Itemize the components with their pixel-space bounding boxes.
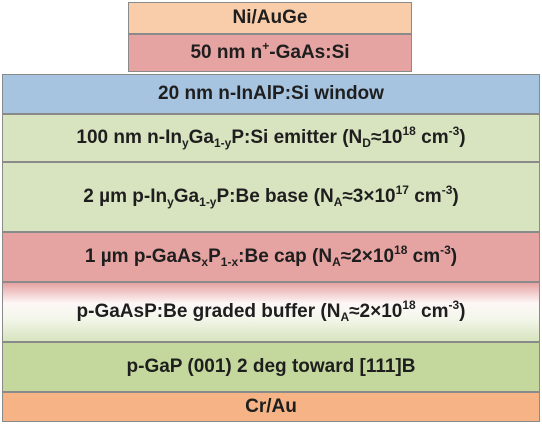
label: Cr/Au [245, 396, 297, 417]
layer: 2 µm p-In y Ga 1-y P:Be base (N A ≈3×10 17 cm -3… [2, 162, 540, 232]
label: 17 [395, 183, 409, 197]
label: cm [407, 246, 441, 267]
label: -3 [440, 243, 451, 257]
label: ) [459, 301, 466, 322]
label: -3 [441, 183, 453, 197]
label: -3 [448, 124, 460, 138]
layer: 20 nm n-InAlP:Si window [2, 74, 540, 114]
label: 1 µm p-GaAs [84, 246, 202, 267]
label: P:Si emitter (N [231, 127, 363, 148]
label: cm [408, 186, 442, 207]
label: A [333, 195, 343, 209]
label: 20 nm n-InAlP:Si window [158, 83, 384, 104]
label: 1-x [220, 255, 239, 269]
label: 50 nm n [190, 42, 263, 63]
label: cm [415, 301, 449, 322]
label: cm [415, 127, 449, 148]
label: 18 [402, 124, 416, 138]
label: 1-y [199, 195, 217, 209]
label: ≈10 [370, 127, 403, 148]
label: P [208, 246, 221, 267]
label: ) [450, 246, 458, 267]
layer: p-GaP (001) 2 deg toward [111]B [2, 342, 540, 392]
label: ≈2×10 [349, 301, 403, 322]
label: Ga [173, 186, 200, 207]
label: A [340, 310, 350, 324]
label: -GaAs:Si [269, 42, 350, 63]
layer: 1 µm p-GaAs x P 1-x:Be cap (N A ≈2×10 18 cm -3) [2, 232, 540, 282]
label: :Be cap (N [238, 246, 333, 267]
label: 100 nm n-In [76, 127, 182, 148]
label: -3 [448, 298, 460, 312]
label: ≈3×10 [342, 186, 396, 207]
layer: p-GaAsP:Be graded buffer (N A ≈2×10 18 cm -3… [2, 282, 540, 342]
label: ≈2×10 [340, 246, 395, 267]
layer: 100 nm n-In y Ga 1-y P:Si emitter (N D ≈10 18 c… [2, 114, 540, 162]
label: 1-y [214, 136, 232, 150]
label: x [201, 255, 209, 269]
label: Ga [188, 127, 214, 148]
label: P:Be base (N [216, 186, 334, 207]
layer: Ni/AuGe [128, 2, 412, 34]
label: y [181, 136, 189, 150]
label: A [332, 255, 341, 269]
label: 2 µm p-In [83, 186, 168, 207]
label: y [167, 195, 174, 209]
label: + [262, 39, 270, 53]
label: ) [459, 127, 466, 148]
layer: Cr/Au [2, 392, 540, 422]
label: p-GaP (001) 2 deg toward [111]B [126, 356, 416, 377]
layer: 50 nm n + -GaAs:Si [128, 34, 412, 72]
label: 18 [402, 298, 416, 312]
label: p-GaAsP:Be graded buffer (N [76, 301, 341, 322]
label: ) [452, 186, 459, 207]
label: 18 [394, 243, 408, 257]
label: D [362, 136, 371, 150]
label: Ni/AuGe [232, 7, 308, 28]
